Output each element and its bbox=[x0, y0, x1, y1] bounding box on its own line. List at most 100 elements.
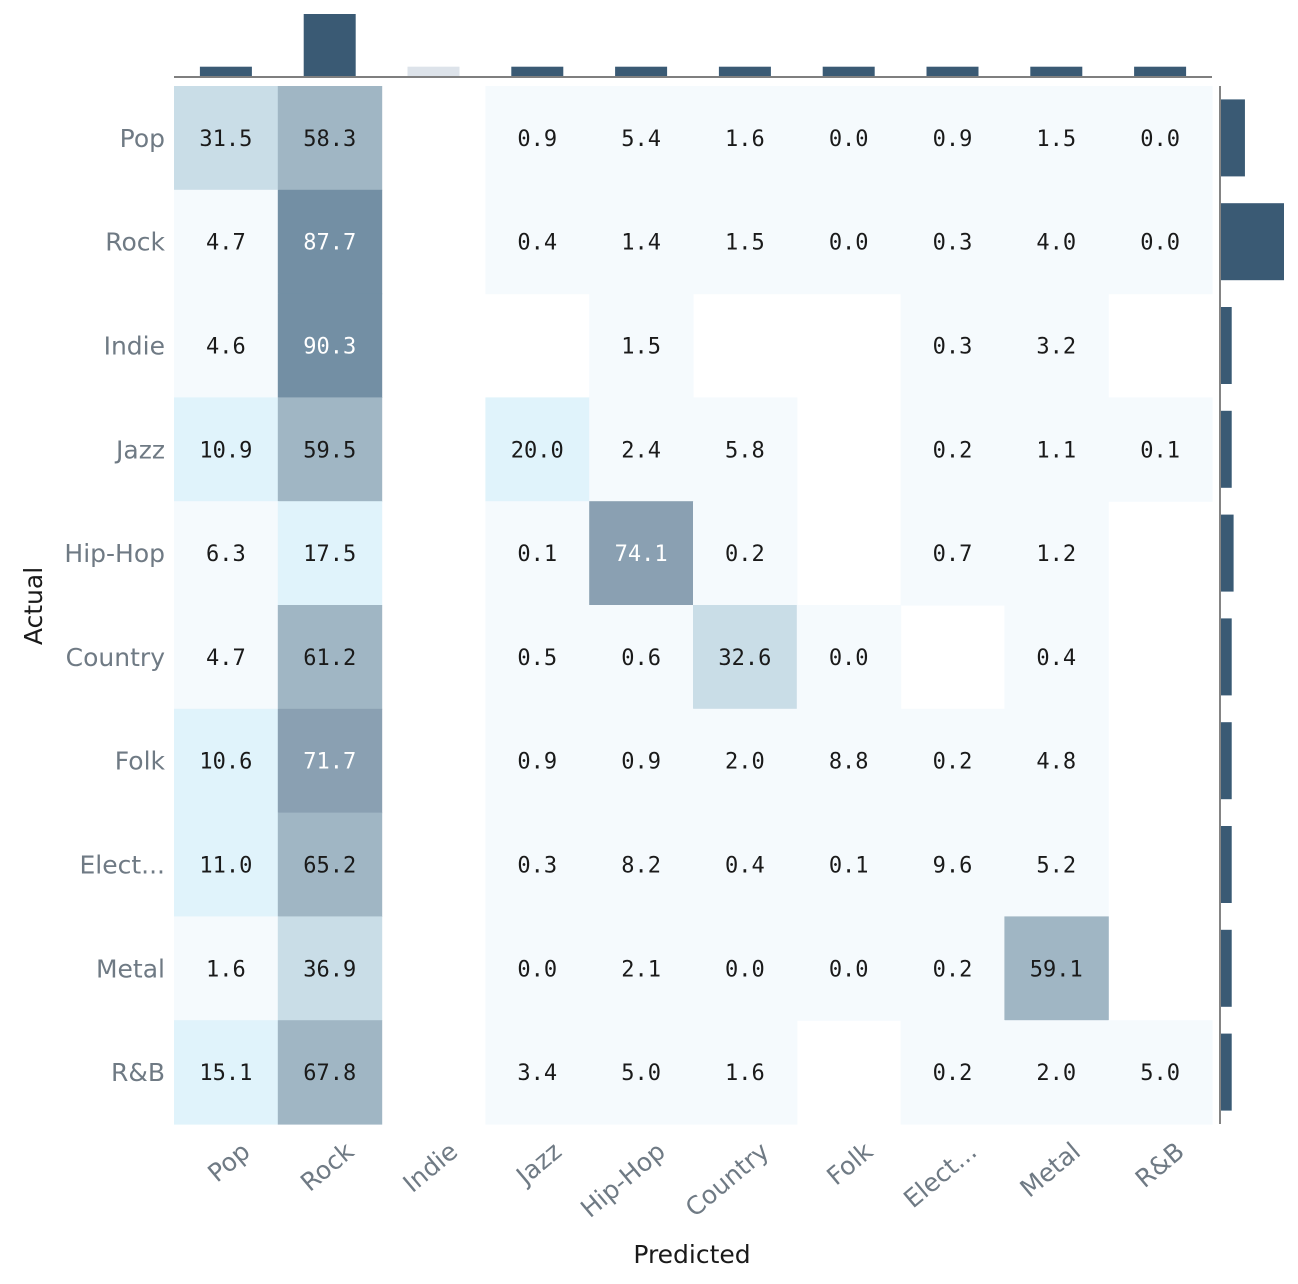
heatmap-cell bbox=[277, 189, 383, 295]
cell-value-label: 4.0 bbox=[1036, 231, 1076, 256]
cell-value-label: 59.5 bbox=[303, 438, 356, 463]
row-label: Jazz bbox=[114, 435, 165, 464]
heatmap-cell bbox=[277, 708, 383, 814]
cell-value-label: 8.2 bbox=[621, 854, 661, 879]
heatmap-cells: 31.5 58.3 0.9 5.4 1.6 0.0 0.9 1.5 0.0 4.7 87.7 0.4 1… bbox=[174, 86, 1213, 1125]
heatmap-cell bbox=[693, 605, 798, 710]
cell-value-label: 1.6 bbox=[206, 957, 246, 982]
cell-value-label: 15.1 bbox=[199, 1061, 252, 1086]
column-label: Elect... bbox=[898, 1136, 982, 1213]
cell-value-label: 0.3 bbox=[933, 231, 973, 256]
cell-value-label: 0.9 bbox=[517, 750, 557, 775]
row-marginal-bar bbox=[1221, 203, 1284, 281]
heatmap-cell bbox=[796, 605, 902, 710]
cell-value-label: 0.9 bbox=[933, 127, 973, 152]
heatmap-cell bbox=[589, 293, 694, 398]
cell-value-label: 74.1 bbox=[615, 542, 668, 567]
cell-value-label: 59.1 bbox=[1030, 957, 1083, 982]
heatmap-cell bbox=[277, 86, 383, 191]
heatmap-cell bbox=[589, 708, 694, 814]
heatmap-cell bbox=[485, 189, 590, 295]
cell-value-label: 0.0 bbox=[725, 957, 765, 982]
heatmap-cell bbox=[174, 708, 279, 814]
heatmap-cell bbox=[485, 86, 590, 191]
heatmap-cell bbox=[1108, 86, 1213, 191]
cell-value-label: 0.5 bbox=[517, 646, 557, 671]
cell-value-label: 36.9 bbox=[303, 957, 356, 982]
row-label: Country bbox=[66, 643, 166, 672]
cell-value-label: 67.8 bbox=[303, 1061, 356, 1086]
column-label: Indie bbox=[397, 1136, 463, 1198]
cell-value-label: 32.6 bbox=[718, 646, 771, 671]
heatmap-cell bbox=[796, 916, 902, 1021]
heatmap-cell bbox=[589, 812, 694, 917]
heatmap-cell bbox=[485, 605, 590, 710]
cell-value-label: 0.2 bbox=[933, 1061, 973, 1086]
cell-value-label: 0.0 bbox=[1140, 127, 1180, 152]
cell-value-label: 1.5 bbox=[621, 335, 661, 360]
heatmap-cell bbox=[693, 501, 798, 606]
row-marginal-bar bbox=[1221, 307, 1232, 384]
cell-value-label: 90.3 bbox=[303, 335, 356, 360]
heatmap-cell bbox=[693, 708, 798, 814]
row-label: Elect... bbox=[79, 851, 165, 880]
cell-value-label: 1.2 bbox=[1036, 542, 1076, 567]
row-marginal-bar bbox=[1221, 618, 1232, 696]
column-label: Jazz bbox=[509, 1136, 567, 1191]
heatmap-cell bbox=[174, 501, 279, 606]
heatmap-cell bbox=[1004, 605, 1109, 710]
cell-value-label: 87.7 bbox=[303, 231, 356, 256]
column-marginal-bar bbox=[615, 66, 668, 76]
cell-value-label: 10.6 bbox=[199, 750, 252, 775]
row-labels: Pop Rock Indie Jazz Hip-Hop Country Folk Elect.… bbox=[64, 124, 165, 1087]
cell-value-label: 6.3 bbox=[206, 542, 246, 567]
cell-value-label: 2.1 bbox=[621, 957, 661, 982]
cell-value-label: 11.0 bbox=[199, 854, 252, 879]
heatmap-cell bbox=[174, 605, 279, 710]
heatmap-cell bbox=[900, 293, 1005, 398]
cell-value-label: 58.3 bbox=[303, 127, 356, 152]
row-label: Metal bbox=[96, 954, 165, 983]
cell-value-label: 9.6 bbox=[933, 854, 973, 879]
y-axis-title: Actual bbox=[19, 567, 48, 645]
cell-value-label: 0.1 bbox=[517, 542, 557, 567]
cell-value-label: 0.1 bbox=[1140, 438, 1180, 463]
heatmap-cell bbox=[174, 397, 279, 502]
heatmap-cell bbox=[1004, 501, 1109, 606]
heatmap-cell bbox=[1004, 708, 1109, 814]
heatmap-cell bbox=[693, 916, 798, 1021]
column-marginal-bar bbox=[407, 66, 460, 76]
heatmap-cell bbox=[693, 812, 798, 917]
heatmap-cell bbox=[589, 916, 694, 1021]
cell-value-label: 0.3 bbox=[517, 854, 557, 879]
cell-value-label: 0.0 bbox=[829, 231, 869, 256]
heatmap-cell bbox=[1004, 189, 1109, 295]
heatmap-cell bbox=[589, 189, 694, 295]
heatmap-cell bbox=[900, 501, 1005, 606]
column-marginal-bar bbox=[718, 66, 771, 76]
cell-value-label: 1.4 bbox=[621, 231, 661, 256]
heatmap-cell bbox=[693, 189, 798, 295]
cell-value-label: 0.0 bbox=[829, 957, 869, 982]
cell-value-label: 0.4 bbox=[725, 854, 765, 879]
column-marginal-bars bbox=[174, 14, 1212, 78]
row-marginal-bar bbox=[1221, 99, 1245, 177]
heatmap-cell bbox=[485, 708, 590, 814]
heatmap-cell bbox=[589, 1020, 694, 1125]
x-axis-title: Predicted bbox=[633, 1240, 750, 1269]
heatmap-cell bbox=[485, 1020, 590, 1125]
cell-value-label: 2.0 bbox=[725, 750, 765, 775]
cell-value-label: 65.2 bbox=[303, 854, 356, 879]
heatmap-cell bbox=[174, 812, 279, 917]
heatmap-cell bbox=[1004, 1020, 1109, 1125]
cell-value-label: 0.7 bbox=[933, 542, 973, 567]
heatmap-cell bbox=[277, 397, 383, 502]
heatmap-cell bbox=[796, 189, 902, 295]
cell-value-label: 1.1 bbox=[1036, 438, 1076, 463]
cell-value-label: 3.2 bbox=[1036, 335, 1076, 360]
heatmap-cell bbox=[1004, 293, 1109, 398]
heatmap-cell bbox=[277, 293, 383, 398]
column-marginal-bar bbox=[199, 66, 252, 76]
column-marginal-bar bbox=[511, 66, 564, 76]
heatmap-cell bbox=[900, 812, 1005, 917]
